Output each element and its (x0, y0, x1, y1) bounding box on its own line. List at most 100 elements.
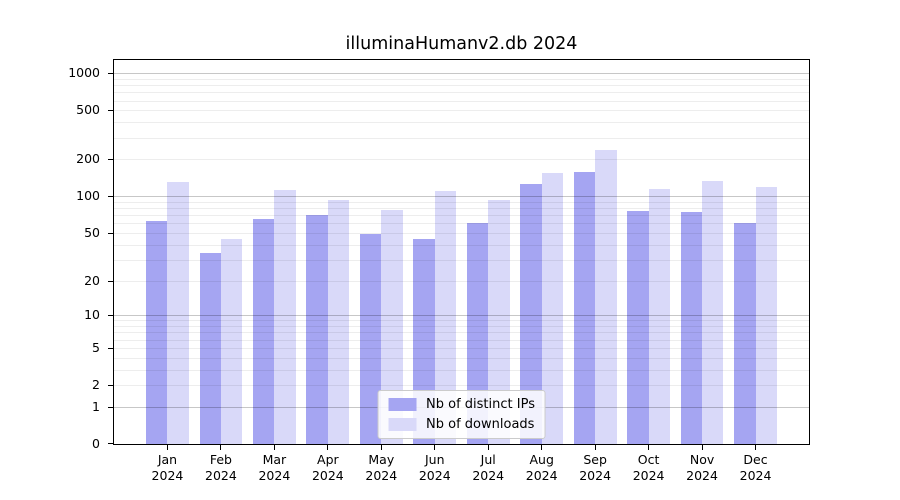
bar-downloads-sep (595, 149, 617, 444)
x-tick-sep (594, 445, 596, 450)
bar-downloads-nov (702, 181, 724, 444)
x-tick-jan (166, 445, 168, 450)
x-tick-label-year: 2024 (151, 467, 184, 483)
bar-downloads-jul (488, 200, 510, 444)
bar-distinct-ips-jul (466, 222, 489, 444)
x-tick-label-year: 2024 (205, 467, 237, 483)
x-tick-label-month: Mar (262, 452, 287, 467)
x-tick-label-month: Jul (480, 452, 496, 467)
x-tick-label-year: 2024 (365, 467, 398, 483)
legend-label-distinct-ips: Nb of distinct IPs (426, 397, 535, 412)
y-tick-label-2: 2 (92, 377, 100, 393)
bar-downloads-aug (541, 173, 564, 444)
y-tick-label-5: 5 (92, 339, 100, 355)
x-tick-jun (434, 445, 436, 450)
x-tick-label-jul: Jul 2024 (456, 452, 520, 483)
x-tick-label-month: Jan (157, 452, 178, 467)
bar-distinct-ips-oct (627, 210, 649, 444)
x-tick-label-aug: Aug 2024 (510, 452, 574, 483)
y-tick-200 (108, 159, 113, 161)
bar-downloads-dec (755, 187, 777, 444)
x-tick-label-year: 2024 (525, 467, 558, 483)
y-tick-100 (108, 196, 113, 198)
legend-label-downloads: Nb of downloads (426, 417, 535, 432)
x-tick-label-year: 2024 (739, 467, 772, 483)
bar-downloads-jan (167, 182, 189, 444)
x-tick-label-year: 2024 (632, 467, 665, 483)
x-tick-label-jun: Jun 2024 (403, 452, 467, 483)
bar-downloads-may (381, 209, 403, 444)
x-tick-may (380, 445, 382, 450)
x-tick-oct (648, 445, 650, 450)
x-tick-label-month: Oct (637, 452, 660, 467)
y-tick-2 (108, 385, 113, 387)
bar-downloads-apr (327, 200, 350, 444)
bar-distinct-ips-sep (573, 171, 596, 444)
x-tick-label-mar: Mar 2024 (242, 452, 306, 483)
y-tick-label-10: 10 (84, 307, 100, 323)
x-tick-label-month: Sep (583, 452, 607, 467)
x-tick-label-month: Apr (317, 452, 339, 467)
x-tick-apr (327, 445, 329, 450)
y-tick-0 (108, 443, 113, 444)
x-tick-label-dec: Dec 2024 (724, 452, 788, 483)
bar-distinct-ips-jan (146, 220, 168, 444)
bar-downloads-mar (274, 190, 296, 444)
x-tick-label-jan: Jan 2024 (135, 452, 199, 483)
x-tick-label-year: 2024 (258, 467, 291, 483)
x-tick-label-year: 2024 (686, 467, 718, 483)
x-tick-label-month: Nov (689, 452, 715, 467)
y-tick-1 (108, 406, 113, 408)
x-tick-label-sep: Sep 2024 (563, 452, 627, 483)
x-tick-label-month: May (368, 452, 395, 467)
y-tick-label-0: 0 (92, 436, 100, 451)
bars-layer (114, 60, 809, 444)
plot-area: Nb of distinct IPs Nb of downloads 0 1 2 5 10… (68, 59, 810, 483)
legend-swatch-downloads (388, 418, 417, 431)
legend-item-distinct-ips: Nb of distinct IPs (388, 397, 535, 412)
x-tick-label-feb: Feb 2024 (189, 452, 253, 483)
y-tick-10 (108, 315, 113, 317)
x-tick-nov (701, 445, 703, 450)
x-tick-label-nov: Nov 2024 (670, 452, 734, 483)
x-tick-feb (220, 445, 222, 450)
x-tick-label-apr: Apr 2024 (296, 452, 360, 483)
x-tick-dec (755, 445, 757, 450)
y-tick-5 (108, 347, 113, 349)
y-tick-label-1000: 1000 (68, 65, 100, 81)
y-tick-1000 (108, 73, 113, 75)
y-tick-label-100: 100 (76, 188, 100, 204)
x-tick-label-year: 2024 (311, 467, 344, 483)
y-tick-label-500: 500 (76, 102, 100, 118)
x-tick-label-month: Dec (743, 452, 768, 467)
x-tick-aug (541, 445, 543, 450)
bar-distinct-ips-mar (253, 219, 275, 444)
y-tick-500 (108, 110, 113, 112)
legend-item-downloads: Nb of downloads (388, 417, 535, 432)
x-tick-label-may: May 2024 (349, 452, 413, 483)
bar-downloads-oct (648, 189, 670, 444)
bar-distinct-ips-apr (306, 215, 328, 444)
x-tick-mar (273, 445, 275, 450)
y-tick-20 (108, 280, 113, 282)
y-tick-50 (108, 232, 113, 234)
x-tick-label-year: 2024 (579, 467, 612, 483)
legend: Nb of distinct IPs Nb of downloads (377, 390, 546, 439)
legend-swatch-distinct-ips (388, 398, 417, 411)
x-tick-label-month: Feb (209, 452, 232, 467)
y-tick-label-1: 1 (92, 398, 100, 414)
x-tick-label-month: Jun (425, 452, 445, 467)
bar-distinct-ips-dec (734, 223, 756, 444)
x-tick-label-year: 2024 (418, 467, 451, 483)
y-tick-label-50: 50 (84, 224, 100, 240)
bar-downloads-jun (434, 190, 457, 444)
chart-title: illuminaHumanv2.db 2024 (345, 34, 578, 54)
bar-distinct-ips-nov (680, 212, 703, 444)
bar-distinct-ips-aug (520, 184, 542, 444)
y-tick-label-200: 200 (76, 151, 100, 167)
x-tick-label-oct: Oct 2024 (617, 452, 681, 483)
x-tick-label-year: 2024 (472, 467, 505, 483)
bar-downloads-feb (220, 238, 243, 444)
y-tick-label-20: 20 (84, 272, 100, 288)
